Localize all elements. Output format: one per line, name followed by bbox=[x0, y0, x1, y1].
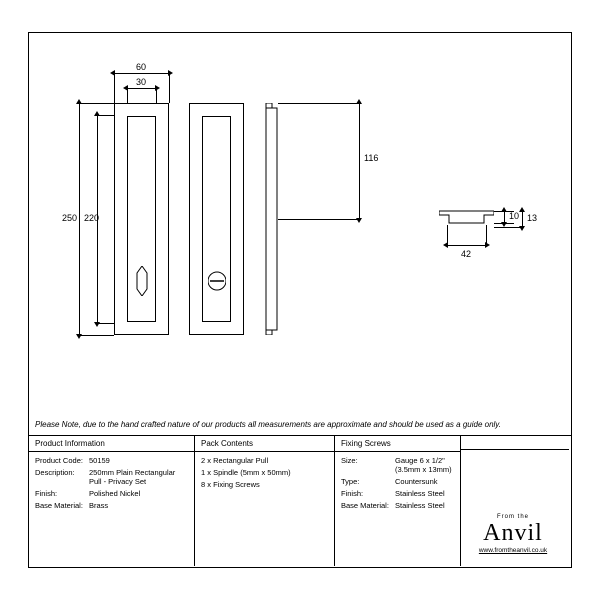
dim-30: 30 bbox=[136, 77, 146, 87]
value-code: 50159 bbox=[89, 456, 188, 465]
brand-logo: From the Anvil www.fromtheanvil.co.uk bbox=[463, 514, 563, 554]
ext-line bbox=[494, 223, 514, 224]
header-product-info: Product Information bbox=[29, 436, 194, 452]
col-logo: From the Anvil www.fromtheanvil.co.uk bbox=[461, 436, 569, 566]
ext-line bbox=[278, 103, 359, 104]
dim-line-10 bbox=[504, 211, 505, 223]
value-size: Gauge 6 x 1/2" (3.5mm x 13mm) bbox=[395, 456, 454, 474]
dim-line-250 bbox=[79, 103, 80, 335]
info-table: Product Information Product Code:50159 D… bbox=[29, 435, 571, 566]
ext-line bbox=[114, 73, 115, 103]
dim-line-42 bbox=[447, 245, 486, 246]
pack-line: 2 x Rectangular Pull bbox=[201, 456, 328, 465]
header-pack: Pack Contents bbox=[195, 436, 334, 452]
ext-line bbox=[79, 335, 114, 336]
label-type: Type: bbox=[341, 477, 395, 486]
emergency-release-icon bbox=[208, 266, 226, 296]
logo-url: www.fromtheanvil.co.uk bbox=[463, 547, 563, 554]
value-desc: 250mm Plain Rectangular Pull - Privacy S… bbox=[89, 468, 188, 486]
value-finish: Polished Nickel bbox=[89, 489, 188, 498]
front-view-pull-a bbox=[114, 103, 169, 335]
ext-line bbox=[486, 225, 487, 245]
col-pack-contents: Pack Contents 2 x Rectangular Pull 1 x S… bbox=[195, 436, 335, 566]
dim-116: 116 bbox=[364, 153, 378, 163]
ext-line bbox=[169, 73, 170, 103]
label-sbase: Base Material: bbox=[341, 501, 395, 510]
col-fixing-screws: Fixing Screws Size:Gauge 6 x 1/2" (3.5mm… bbox=[335, 436, 461, 566]
ext-line bbox=[79, 103, 114, 104]
front-view-pull-b bbox=[189, 103, 244, 335]
label-finish: Finish: bbox=[35, 489, 89, 498]
ext-line bbox=[447, 225, 448, 245]
header-screws: Fixing Screws bbox=[335, 436, 460, 452]
value-sbase: Stainless Steel bbox=[395, 501, 454, 510]
col-product-info: Product Information Product Code:50159 D… bbox=[29, 436, 195, 566]
label-size: Size: bbox=[341, 456, 395, 465]
pack-line: 8 x Fixing Screws bbox=[201, 480, 328, 489]
disclaimer-note: Please Note, due to the hand crafted nat… bbox=[35, 420, 565, 429]
value-base: Brass bbox=[89, 501, 188, 510]
side-profile bbox=[264, 103, 279, 335]
dim-line-13 bbox=[522, 211, 523, 227]
ext-line bbox=[494, 227, 524, 228]
label-sfinish: Finish: bbox=[341, 489, 395, 498]
dim-60: 60 bbox=[136, 62, 146, 72]
dim-line-116 bbox=[359, 103, 360, 219]
dim-10: 10 bbox=[509, 211, 519, 221]
label-base: Base Material: bbox=[35, 501, 89, 510]
ext-line bbox=[278, 219, 359, 220]
dim-line-60 bbox=[114, 73, 169, 74]
dim-42: 42 bbox=[461, 249, 471, 259]
thumb-turn-icon bbox=[133, 266, 151, 296]
label-desc: Description: bbox=[35, 468, 89, 477]
dim-13: 13 bbox=[527, 213, 537, 223]
dim-250: 250 bbox=[62, 213, 77, 223]
value-sfinish: Stainless Steel bbox=[395, 489, 454, 498]
dim-line-30 bbox=[127, 88, 156, 89]
drawing-area: 60 30 250 220 116 bbox=[29, 33, 571, 413]
dim-220: 220 bbox=[84, 213, 99, 223]
pack-line: 1 x Spindle (5mm x 50mm) bbox=[201, 468, 328, 477]
label-code: Product Code: bbox=[35, 456, 89, 465]
value-type: Countersunk bbox=[395, 477, 454, 486]
logo-text: Anvil bbox=[463, 520, 563, 547]
header-blank bbox=[461, 436, 569, 450]
